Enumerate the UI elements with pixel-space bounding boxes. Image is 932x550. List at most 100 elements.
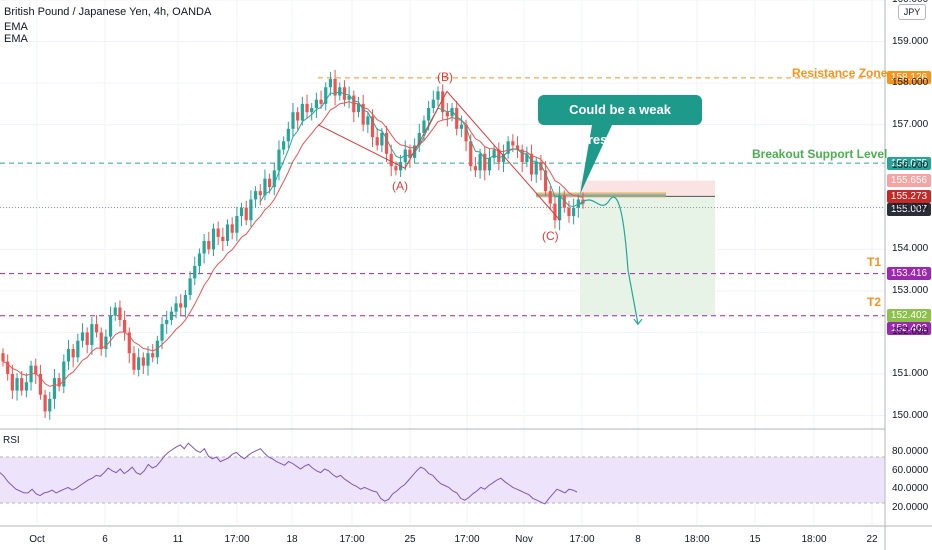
position-zones bbox=[536, 180, 715, 316]
candle-body-106 bbox=[497, 149, 501, 163]
candle-body-1 bbox=[6, 361, 10, 374]
indicator-ema-2[interactable]: EMA bbox=[4, 33, 28, 45]
ema-lines bbox=[2, 90, 584, 387]
x-tick-5: 17:00 bbox=[339, 534, 365, 545]
candle-body-48 bbox=[225, 224, 230, 242]
price-label-3: 155.273 bbox=[887, 189, 931, 203]
breakout-support-label: Breakout Support Level bbox=[752, 147, 888, 161]
candle-body-3 bbox=[15, 378, 19, 391]
candle-body-76 bbox=[356, 103, 361, 113]
target-zone bbox=[580, 196, 715, 316]
candle-body-100 bbox=[469, 141, 473, 167]
candle-body-12 bbox=[57, 378, 61, 387]
candle-body-56 bbox=[263, 178, 267, 196]
candle-body-43 bbox=[202, 241, 206, 254]
candle-body-0 bbox=[1, 353, 5, 362]
candle-body-98 bbox=[459, 124, 463, 129]
candle-body-108 bbox=[506, 141, 510, 154]
candle-body-58 bbox=[272, 170, 276, 187]
wave-a-label: (A) bbox=[392, 179, 408, 193]
chart-title: British Pound / Japanese Yen, 4h, OANDA bbox=[4, 6, 212, 18]
candle-body-78 bbox=[366, 116, 370, 125]
x-tick-13: 18:00 bbox=[801, 534, 827, 545]
candle-body-109 bbox=[511, 141, 515, 146]
candle-body-36 bbox=[169, 311, 173, 320]
price-label-5: 153.416 bbox=[887, 267, 931, 281]
candle-body-94 bbox=[441, 91, 445, 113]
candle-body-47 bbox=[221, 236, 225, 242]
candle-body-117 bbox=[548, 191, 552, 204]
candle-body-34 bbox=[160, 324, 164, 341]
candle-body-91 bbox=[427, 108, 431, 121]
candle-body-52 bbox=[244, 207, 248, 221]
candle-body-9 bbox=[43, 394, 47, 412]
candle-body-2 bbox=[10, 373, 14, 391]
rsi-tick-3: 20.0000 bbox=[892, 501, 929, 513]
y-tick-2: 158.000 bbox=[892, 77, 929, 89]
candle-body-45 bbox=[211, 228, 216, 250]
candle-body-120 bbox=[562, 195, 566, 208]
candle-body-86 bbox=[403, 149, 407, 163]
candle-body-11 bbox=[52, 378, 57, 399]
y-tick-0: 160.000 bbox=[892, 0, 928, 5]
candle-body-17 bbox=[80, 332, 85, 341]
x-tick-8: Nov bbox=[515, 534, 533, 545]
candle-body-65 bbox=[305, 103, 309, 113]
candle-body-29 bbox=[137, 357, 141, 370]
candle-body-114 bbox=[534, 162, 538, 175]
candle-body-37 bbox=[174, 303, 178, 312]
candle-body-46 bbox=[216, 228, 220, 237]
y-tick-10: 150.000 bbox=[892, 409, 929, 421]
candle-body-101 bbox=[473, 166, 478, 171]
candle-body-53 bbox=[249, 199, 253, 221]
wave-zigzag bbox=[317, 90, 561, 221]
candle-body-110 bbox=[515, 145, 520, 150]
x-tick-14: 22 bbox=[866, 534, 878, 545]
candle-body-54 bbox=[253, 191, 258, 200]
candle-body-60 bbox=[282, 141, 286, 150]
candle-body-63 bbox=[296, 112, 300, 121]
candle-body-21 bbox=[99, 332, 103, 350]
candle-body-22 bbox=[104, 336, 108, 350]
price-label-4: 155.007 bbox=[887, 202, 931, 216]
candle-body-112 bbox=[525, 153, 529, 163]
candle-body-103 bbox=[483, 153, 487, 171]
candle-body-118 bbox=[553, 203, 557, 221]
candle-body-23 bbox=[108, 315, 113, 337]
candle-body-115 bbox=[539, 162, 543, 171]
x-tick-12: 15 bbox=[749, 534, 761, 545]
candle-body-16 bbox=[76, 340, 80, 358]
candle-body-84 bbox=[394, 166, 398, 171]
candle-body-31 bbox=[146, 353, 150, 366]
candle-body-39 bbox=[183, 295, 188, 308]
candle-body-122 bbox=[572, 207, 576, 217]
candle-body-93 bbox=[436, 91, 440, 100]
callout-weak-resistance: Could be a weak resistance bbox=[538, 95, 702, 147]
candle-body-97 bbox=[455, 108, 459, 129]
candle-body-69 bbox=[324, 87, 328, 104]
x-tick-7: 17:00 bbox=[454, 534, 480, 545]
candle-body-8 bbox=[38, 373, 43, 395]
rsi-label: RSI bbox=[3, 435, 20, 446]
price-label-0: 158.126 bbox=[887, 71, 931, 85]
candle-body-107 bbox=[501, 153, 506, 163]
y-tick-9: 151.000 bbox=[892, 367, 929, 379]
candle-body-14 bbox=[66, 349, 71, 362]
candle-body-102 bbox=[478, 153, 482, 171]
candle-body-38 bbox=[179, 303, 183, 308]
rsi-tick-0: 80.0000 bbox=[892, 446, 929, 458]
t1-label: T1 bbox=[867, 255, 882, 269]
candle-body-82 bbox=[384, 132, 389, 154]
y-tick-5: 155.000 bbox=[892, 201, 929, 213]
candle-body-67 bbox=[314, 99, 318, 109]
indicator-ema-1[interactable]: EMA bbox=[4, 21, 28, 33]
candle-body-13 bbox=[62, 361, 66, 387]
candle-body-79 bbox=[370, 116, 375, 138]
x-tick-0: Oct bbox=[29, 534, 45, 545]
candle-body-50 bbox=[235, 216, 239, 233]
currency-badge[interactable]: JPY bbox=[898, 4, 926, 20]
level-lines bbox=[0, 77, 885, 317]
x-tick-10: 8 bbox=[635, 534, 641, 545]
rsi-band bbox=[0, 457, 885, 503]
